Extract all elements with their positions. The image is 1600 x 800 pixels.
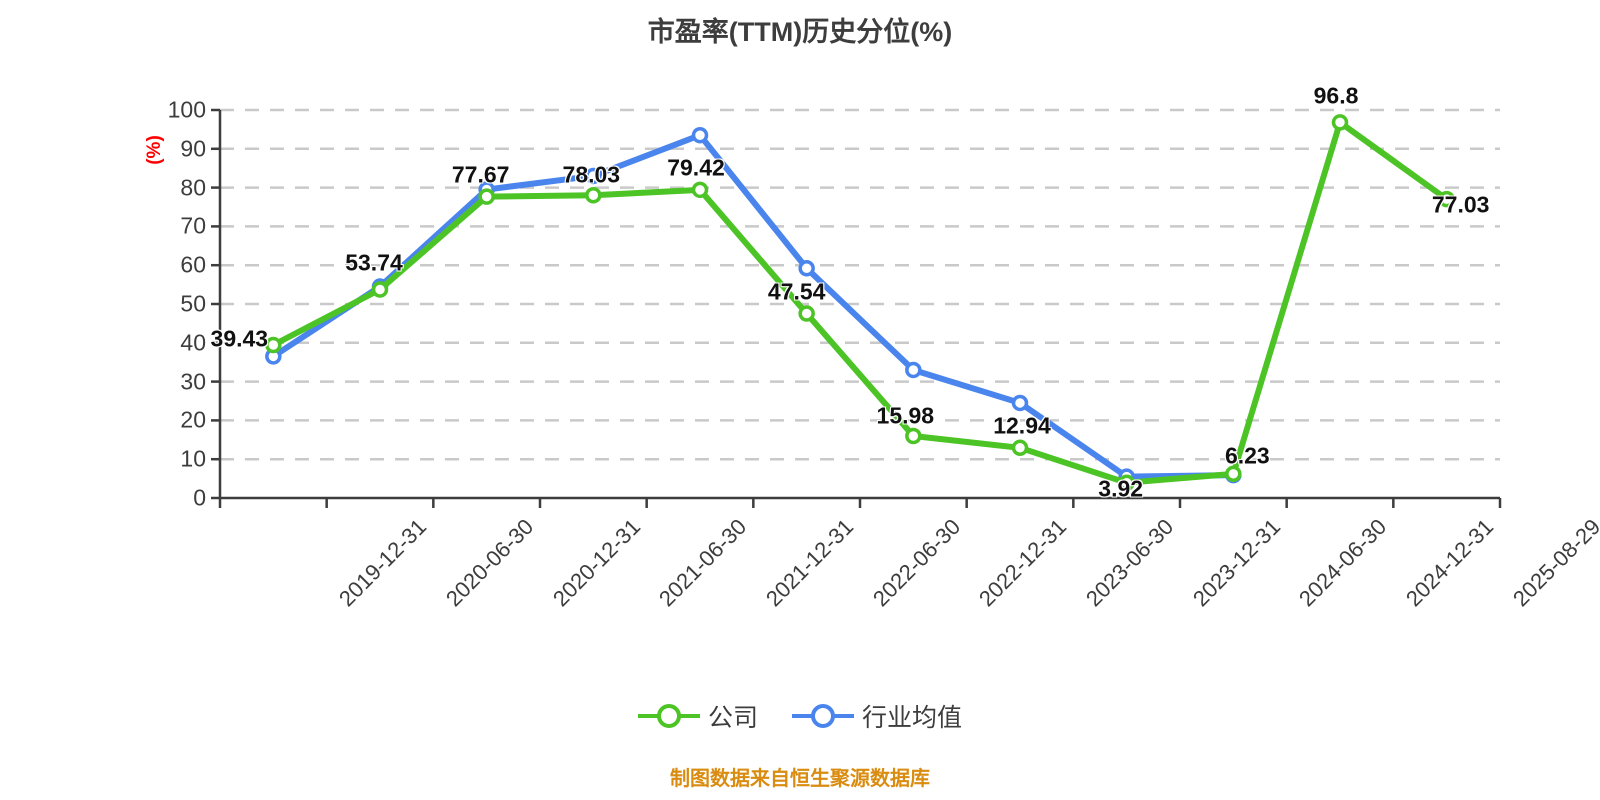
y-axis-tick-label: 10	[180, 445, 206, 472]
data-point-label: 3.92	[1098, 475, 1144, 502]
y-axis-tick-label: 90	[180, 135, 206, 162]
data-point-label: 47.54	[767, 278, 826, 305]
y-axis-tick-label: 80	[180, 174, 206, 201]
legend-item-industry-average[interactable]: 行业均值	[792, 698, 962, 734]
y-axis-tick-label: 30	[180, 368, 206, 395]
legend-label: 行业均值	[862, 704, 963, 732]
legend-marker-icon	[637, 704, 700, 728]
gridlines	[220, 108, 1500, 461]
y-axis-tick-label: 100	[167, 96, 206, 123]
y-axis-tick-label: 0	[193, 484, 206, 511]
y-axis-tick-label: 60	[180, 251, 206, 278]
y-axis-tick-label: 70	[180, 212, 206, 239]
legend-marker-icon	[792, 704, 854, 728]
y-axis-tick-label: 50	[180, 290, 206, 317]
data-series	[265, 114, 1455, 492]
data-point-label: 15.98	[876, 402, 935, 429]
data-point-label: 77.03	[1431, 191, 1490, 218]
chart-title: 市盈率(TTM)历史分位(%)	[647, 17, 953, 47]
y-axis-tick-label: 40	[180, 329, 206, 356]
chart-legend: 公司 行业均值	[0, 698, 1600, 734]
data-point-label: 96.8	[1313, 82, 1359, 109]
data-point-label: 53.74	[345, 249, 403, 276]
y-axis-tick-label: 20	[180, 406, 206, 433]
data-point-label: 6.23	[1224, 442, 1270, 469]
data-point-label: 12.94	[993, 412, 1051, 439]
data-point-label: 78.03	[562, 161, 621, 188]
legend-label: 公司	[707, 704, 758, 732]
data-point-label: 39.43	[210, 325, 269, 352]
axes	[211, 108, 1502, 508]
legend-item-company[interactable]: 公司	[637, 698, 758, 734]
data-point-label: 79.42	[667, 154, 725, 181]
y-axis-unit-label: (%)	[143, 135, 165, 165]
data-point-label: 77.67	[451, 161, 510, 188]
footer-source-note: 制图数据来自恒生聚源数据库	[670, 768, 930, 790]
